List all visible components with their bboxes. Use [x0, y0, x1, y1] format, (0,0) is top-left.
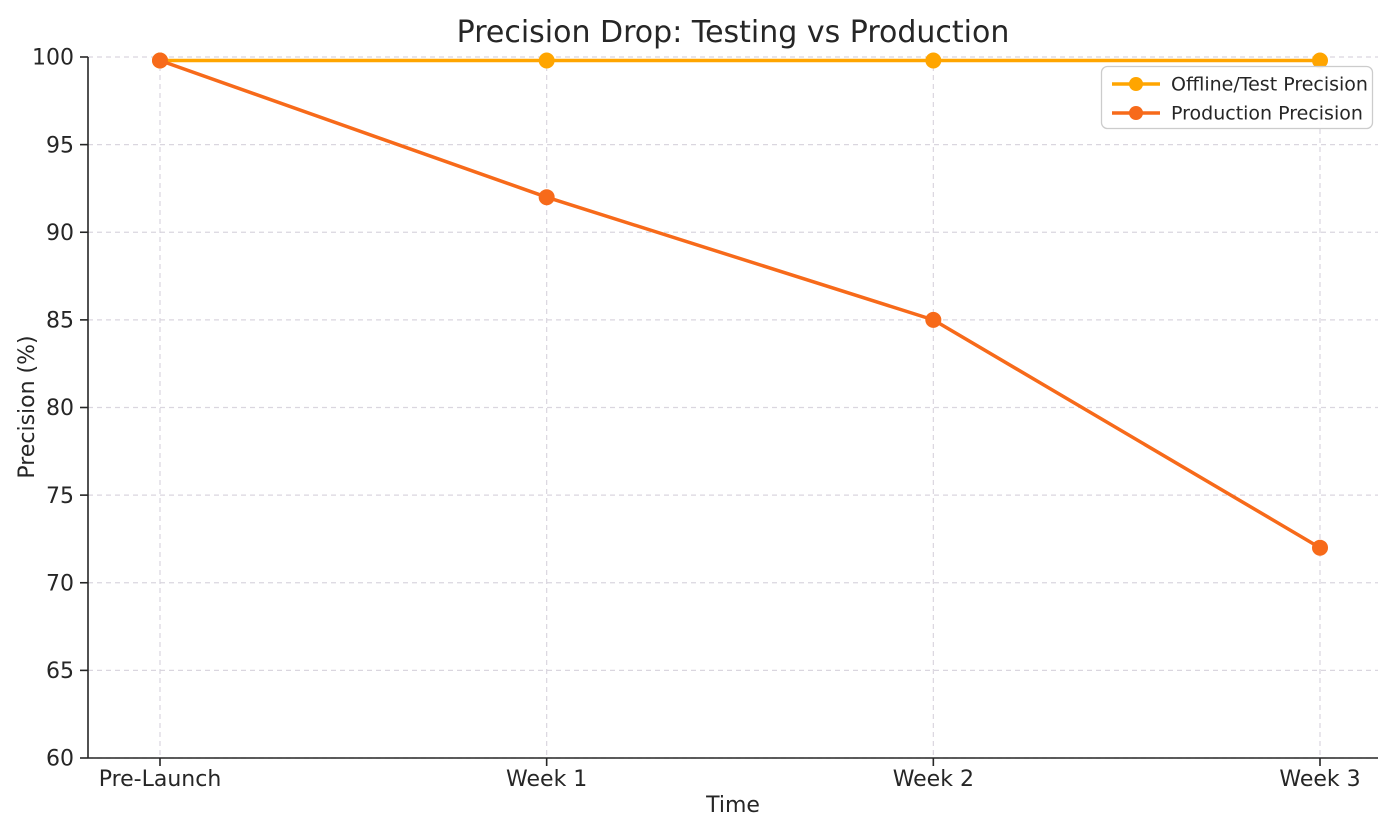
y-axis-label: Precision (%) — [15, 335, 40, 478]
svg-text:60: 60 — [46, 747, 74, 772]
legend-label-offline: Offline/Test Precision — [1171, 74, 1368, 96]
svg-text:Pre-Launch: Pre-Launch — [99, 767, 222, 792]
legend-label-production: Production Precision — [1171, 103, 1363, 125]
svg-text:75: 75 — [46, 484, 74, 509]
svg-text:95: 95 — [46, 133, 74, 158]
svg-text:65: 65 — [46, 659, 74, 684]
gridlines — [88, 56, 1378, 759]
svg-text:70: 70 — [46, 571, 74, 596]
svg-text:80: 80 — [46, 396, 74, 421]
svg-text:85: 85 — [46, 309, 74, 334]
svg-text:Week 2: Week 2 — [893, 767, 974, 792]
legend: Offline/Test Precision Production Precis… — [1100, 65, 1374, 130]
series-lines — [152, 52, 1328, 556]
svg-text:100: 100 — [32, 46, 74, 71]
x-axis-label: Time — [705, 793, 760, 818]
svg-text:Week 1: Week 1 — [506, 767, 587, 792]
axes — [80, 56, 1378, 766]
legend-box — [1100, 65, 1374, 130]
legend-marker-production-icon — [1129, 106, 1143, 120]
svg-text:Week 3: Week 3 — [1279, 767, 1360, 792]
svg-text:90: 90 — [46, 221, 74, 246]
tick-labels: 60 65 70 75 80 85 90 95 100 Pre-Launch Week 1 Week … — [32, 46, 1361, 792]
chart-title: Precision Drop: Testing vs Production — [457, 15, 1010, 50]
legend-marker-offline-icon — [1129, 77, 1143, 91]
